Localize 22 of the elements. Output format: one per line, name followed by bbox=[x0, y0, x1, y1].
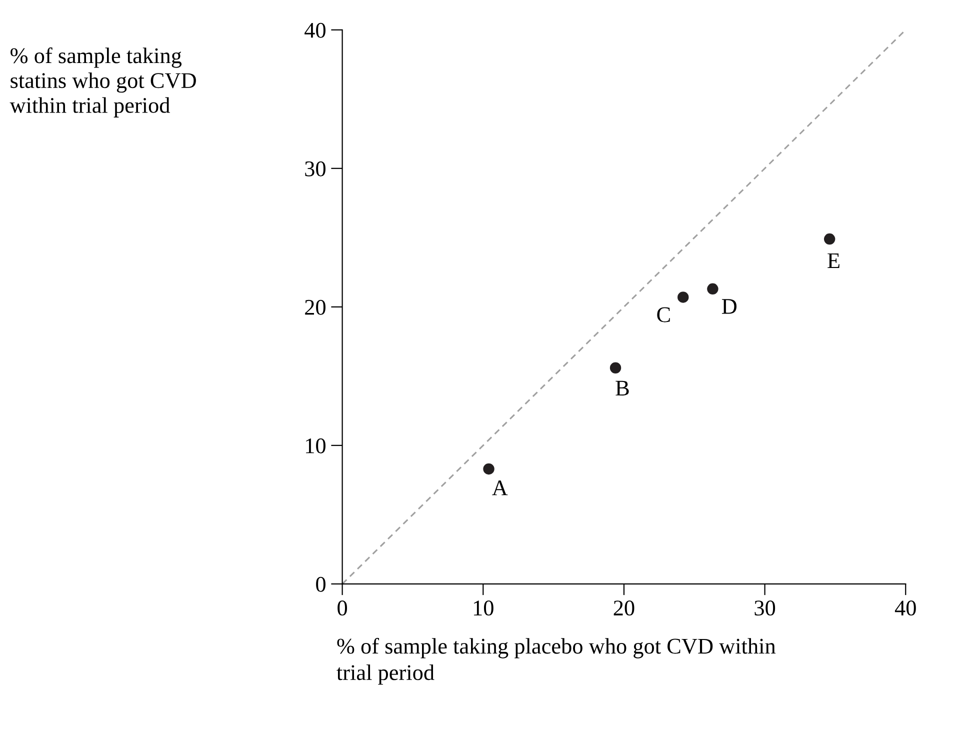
annotation: E bbox=[828, 253, 840, 268]
point bbox=[483, 463, 494, 475]
x-tick-label: 30 bbox=[754, 600, 776, 616]
annotation: A bbox=[492, 480, 508, 496]
annotation: B bbox=[616, 380, 629, 396]
y-tick-label: 30 bbox=[305, 161, 326, 176]
y-tick-label: 40 bbox=[304, 22, 326, 38]
point bbox=[707, 283, 718, 295]
annotation: C bbox=[657, 307, 670, 322]
x-tick-label: 40 bbox=[894, 600, 916, 616]
annotation: D bbox=[722, 299, 736, 314]
y-tick-label: 20 bbox=[305, 300, 326, 315]
y-tick-label: 10 bbox=[306, 438, 326, 454]
point bbox=[678, 292, 689, 303]
x-axis-title: % of sample taking placebo who got CVD within trial period bbox=[336, 638, 776, 685]
y-tick-label: 0 bbox=[316, 576, 326, 592]
y-axis-title: % of sample taking statins who got CVD within trial period bbox=[10, 47, 196, 118]
point bbox=[610, 362, 622, 374]
point bbox=[824, 233, 836, 245]
x-tick-label: 10 bbox=[474, 600, 494, 616]
x-tick-label: 20 bbox=[614, 600, 634, 616]
x-tick-label: 0 bbox=[338, 600, 348, 616]
